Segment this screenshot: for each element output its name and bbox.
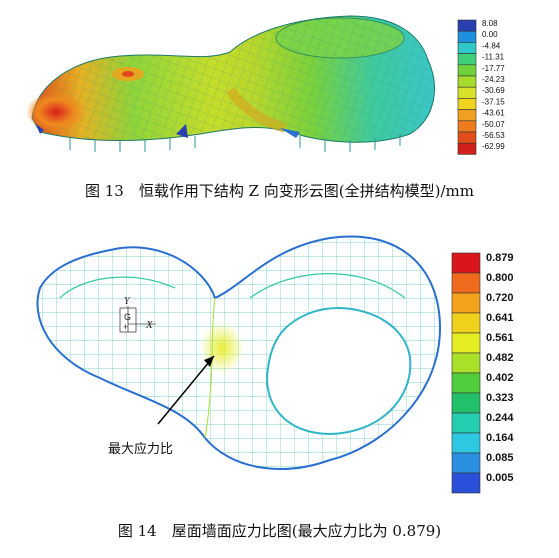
figure-13-contour: 8.08 0.00 -4.84 -11.31 -17.77 -24.23 -30.69 -37… [26, 15, 505, 155]
legend-swatch [457, 109, 477, 122]
legend-swatch [457, 64, 477, 77]
legend-swatch [451, 372, 481, 394]
max-stress-label: 最大应力比 [108, 441, 173, 457]
legend-value: 0.085 [486, 452, 514, 464]
legend-swatch [457, 120, 477, 133]
legend-value: 0.402 [486, 372, 514, 384]
legend-value: -30.69 [482, 86, 505, 95]
legend-value: -37.15 [482, 97, 505, 106]
legend-value: 0.879 [486, 252, 514, 264]
legend-swatch [451, 472, 481, 494]
max-stress-callout: 最大应力比 [108, 355, 215, 457]
legend-value: -11.31 [482, 53, 505, 62]
legend-swatch [457, 75, 477, 88]
legend-swatch [457, 86, 477, 99]
legend-value: 0.482 [486, 352, 514, 364]
legend-value: -17.77 [482, 64, 505, 73]
axis-label-x: X [145, 319, 154, 331]
figure-14-legend: 0.879 0.800 0.720 0.641 0.561 0.482 0.402 0.323… [451, 252, 514, 494]
legend-value: -24.23 [482, 75, 505, 84]
legend-swatch [457, 142, 477, 155]
figure-14-caption: 图 14 屋面墙面应力比图(最大应力比为 0.879) [117, 522, 442, 540]
legend-value: 0.720 [486, 292, 514, 304]
legend-value: 0.244 [486, 412, 514, 424]
legend-value: 8.08 [482, 19, 498, 28]
legend-value: 0.641 [486, 312, 514, 324]
legend-swatch [451, 352, 481, 374]
legend-swatch [451, 392, 481, 414]
legend-swatch [451, 292, 481, 314]
legend-swatch [451, 272, 481, 294]
legend-swatch [451, 452, 481, 474]
legend-value: 0.561 [486, 332, 514, 344]
legend-swatch [451, 312, 481, 334]
legend-value: 0.800 [486, 272, 514, 284]
axis-label-g: G [124, 312, 131, 322]
legend-swatch [451, 332, 481, 354]
legend-value: -62.99 [482, 142, 505, 151]
axis-label-y: Y [124, 296, 131, 307]
legend-swatch [451, 432, 481, 454]
roof-plan-mesh [36, 235, 442, 470]
legend-value: -43.61 [482, 109, 505, 118]
legend-value: 0.323 [486, 392, 514, 404]
legend-swatch [457, 98, 477, 110]
legend-value: -56.53 [482, 131, 505, 140]
legend-value: -50.07 [482, 120, 505, 129]
legend-swatch [457, 131, 477, 144]
legend-swatch [451, 252, 481, 274]
legend-swatch [457, 30, 477, 43]
legend-value: 0.164 [486, 432, 514, 444]
legend-swatch [457, 53, 477, 66]
legend-swatch [457, 42, 477, 54]
figure-13-legend: 8.08 0.00 -4.84 -11.31 -17.77 -24.23 -30.69 -37… [457, 19, 505, 155]
local-axis-glyph: Y G + X [119, 296, 156, 333]
legend-value: 0.00 [482, 30, 498, 39]
legend-swatch [451, 412, 481, 434]
legend-value: 0.005 [486, 472, 514, 484]
legend-value: -4.84 [482, 41, 501, 50]
axis-label-plus: + [123, 322, 128, 332]
figure-13-caption: 图 13 恒载作用下结构 Z 向变形云图(全拼结构模型)/mm [84, 182, 475, 200]
structure-model-3d [26, 15, 435, 152]
figure-14-stress-plan: Y G + X 最大应力比 0.8790.8000.7200.6410.5610… [36, 235, 514, 494]
legend-swatch [457, 19, 477, 32]
